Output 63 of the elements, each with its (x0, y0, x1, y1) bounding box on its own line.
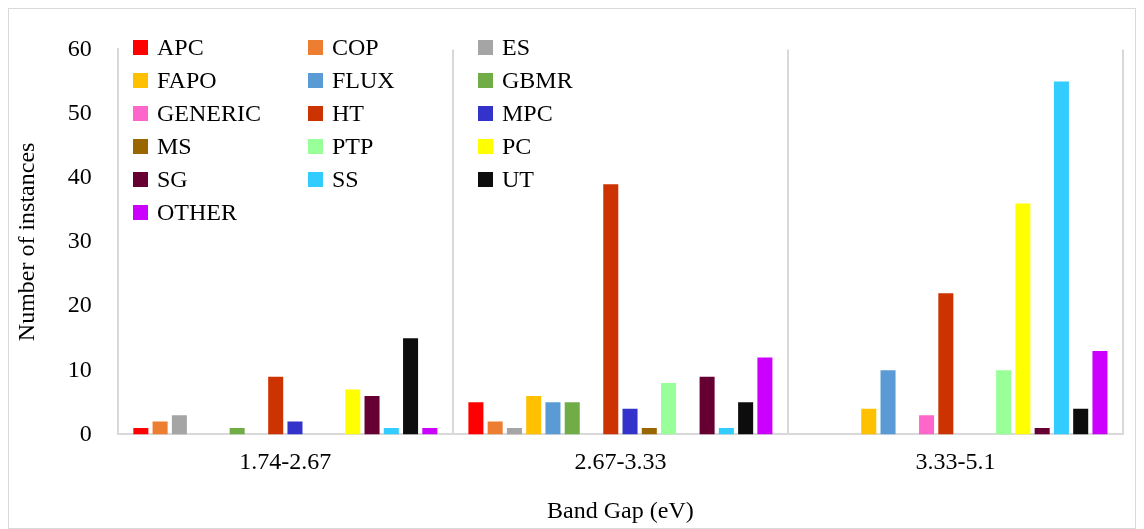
legend-label: MPC (502, 99, 553, 128)
legend-label: FLUX (332, 66, 395, 95)
bar (641, 427, 657, 435)
x-tick-label: 3.33-5.1 (915, 448, 996, 475)
bar (364, 395, 380, 435)
bar (757, 357, 773, 435)
bar (268, 376, 284, 435)
bar (1092, 350, 1108, 435)
legend-label: MS (157, 132, 192, 161)
legend-label: PC (502, 132, 532, 161)
x-tick-label: 2.67-3.33 (574, 448, 667, 475)
bar (506, 427, 522, 435)
bar (487, 421, 503, 435)
bar (152, 421, 168, 435)
bar (564, 402, 580, 435)
legend-label: GENERIC (157, 99, 261, 128)
bar (622, 408, 638, 435)
legend-label: SS (332, 165, 359, 194)
bar (880, 370, 896, 435)
bar (718, 427, 734, 435)
bar (468, 402, 484, 435)
y-axis-title: Number of instances (12, 142, 39, 342)
bar (1073, 408, 1089, 435)
bar (422, 427, 438, 435)
bar (603, 184, 619, 435)
bar (919, 415, 935, 435)
y-tick-label: 60 (67, 34, 92, 61)
y-tick-label: 0 (79, 419, 92, 446)
x-axis-title: Band Gap (eV) (547, 496, 694, 523)
bar (1053, 81, 1069, 435)
bar (345, 389, 361, 435)
y-tick-label: 40 (67, 163, 92, 190)
y-tick-label: 50 (67, 98, 92, 125)
bar (229, 427, 245, 435)
x-tick-label: 1.74-2.67 (239, 448, 332, 475)
bar (526, 395, 542, 435)
bar (661, 383, 677, 435)
y-tick-label: 30 (67, 227, 92, 254)
bar (861, 408, 877, 435)
legend-label: HT (332, 99, 364, 128)
bar (133, 427, 149, 435)
bar (1015, 203, 1031, 435)
y-tick-label: 20 (67, 291, 92, 318)
bar (738, 402, 754, 435)
legend-label: PTP (332, 132, 374, 161)
bar (545, 402, 561, 435)
bar (1034, 427, 1050, 435)
bar (171, 415, 187, 435)
legend-label: APC (157, 33, 204, 62)
y-tick-label: 10 (67, 355, 92, 382)
legend-label: COP (332, 33, 379, 62)
legend-label: SG (157, 165, 188, 194)
legend-label: ES (502, 33, 531, 62)
bar (996, 370, 1012, 435)
legend-label: UT (502, 165, 534, 194)
legend-label: OTHER (157, 198, 237, 227)
bar (287, 421, 303, 435)
bar (699, 376, 715, 435)
bar (403, 338, 419, 435)
legend-label: GBMR (502, 66, 573, 95)
legend-label: FAPO (157, 66, 217, 95)
bar (383, 427, 399, 435)
bar (938, 293, 954, 435)
